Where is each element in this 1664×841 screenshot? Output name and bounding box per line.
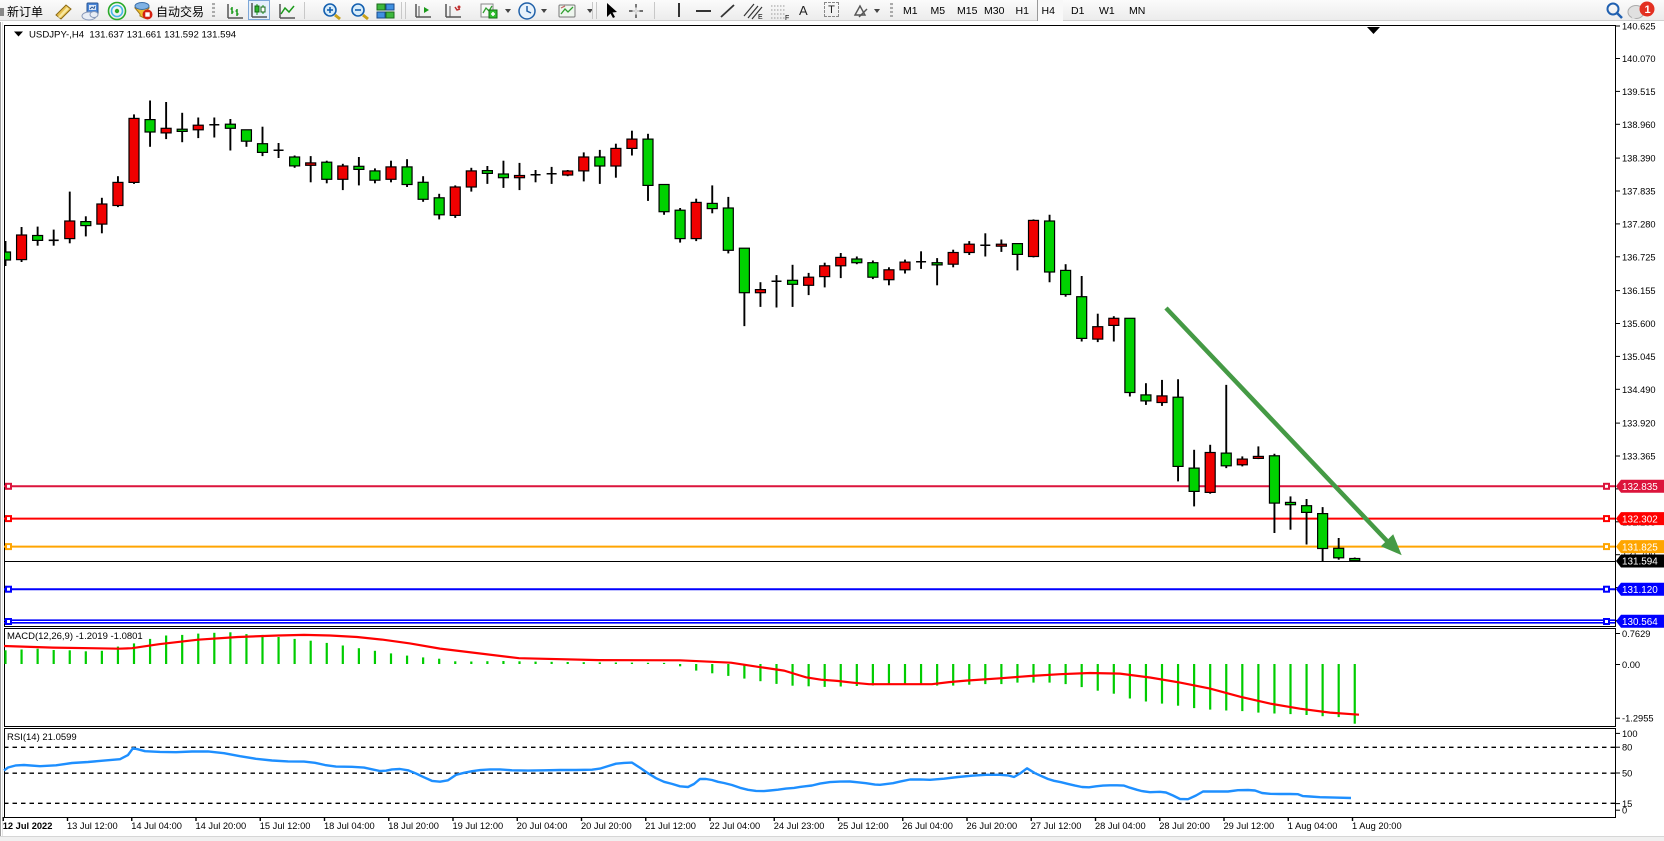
svg-text:24 Jul 23:00: 24 Jul 23:00: [774, 821, 825, 831]
svg-text:134.490: 134.490: [1622, 385, 1656, 395]
svg-text:0: 0: [1622, 806, 1627, 816]
svg-text:F: F: [785, 15, 789, 21]
svg-text:140.625: 140.625: [1622, 22, 1656, 32]
svg-text:22 Jul 04:00: 22 Jul 04:00: [710, 821, 761, 831]
svg-text:131.825: 131.825: [1622, 542, 1658, 553]
svg-text:26 Jul 04:00: 26 Jul 04:00: [902, 821, 953, 831]
svg-text:138.390: 138.390: [1622, 154, 1656, 164]
svg-text:135.600: 135.600: [1622, 319, 1656, 329]
svg-text:135.045: 135.045: [1622, 352, 1656, 362]
svg-text:MACD(12,26,9) -1.2019 -1.0801: MACD(12,26,9) -1.2019 -1.0801: [7, 631, 143, 642]
svg-text:140.070: 140.070: [1622, 54, 1656, 64]
svg-text:18 Jul 20:00: 18 Jul 20:00: [388, 821, 439, 831]
svg-text:100: 100: [1622, 729, 1638, 739]
svg-text:28 Jul 04:00: 28 Jul 04:00: [1095, 821, 1146, 831]
svg-text:80: 80: [1622, 743, 1632, 753]
svg-text:1 Aug 04:00: 1 Aug 04:00: [1288, 821, 1338, 831]
svg-text:25 Jul 12:00: 25 Jul 12:00: [838, 821, 889, 831]
svg-text:USDJPY-,H4 131.637 131.661 13: USDJPY-,H4 131.637 131.661 131.592 131.5…: [29, 30, 237, 41]
svg-text:0.7629: 0.7629: [1622, 629, 1650, 639]
svg-text:137.280: 137.280: [1622, 219, 1656, 229]
svg-text:133.365: 133.365: [1622, 452, 1656, 462]
svg-text:14 Jul 04:00: 14 Jul 04:00: [131, 821, 182, 831]
svg-text:18 Jul 04:00: 18 Jul 04:00: [324, 821, 375, 831]
svg-text:15: 15: [1622, 799, 1632, 809]
svg-text:50: 50: [1622, 769, 1632, 779]
svg-text:14 Jul 20:00: 14 Jul 20:00: [196, 821, 247, 831]
svg-text:20 Jul 20:00: 20 Jul 20:00: [581, 821, 632, 831]
svg-text:E: E: [758, 14, 763, 21]
svg-text:131.120: 131.120: [1622, 585, 1658, 596]
svg-text:-1.2955: -1.2955: [1622, 714, 1654, 724]
svg-text:27 Jul 12:00: 27 Jul 12:00: [1031, 821, 1082, 831]
svg-text:139.515: 139.515: [1622, 87, 1656, 97]
svg-text:0.00: 0.00: [1622, 660, 1640, 670]
svg-text:19 Jul 12:00: 19 Jul 12:00: [453, 821, 504, 831]
svg-text:137.835: 137.835: [1622, 187, 1656, 197]
svg-text:13 Jul 12:00: 13 Jul 12:00: [67, 821, 118, 831]
svg-text:28 Jul 20:00: 28 Jul 20:00: [1159, 821, 1210, 831]
svg-text:132.835: 132.835: [1622, 482, 1658, 493]
svg-text:133.920: 133.920: [1622, 419, 1656, 429]
svg-text:130.564: 130.564: [1622, 617, 1658, 628]
svg-text:136.725: 136.725: [1622, 252, 1656, 262]
svg-text:29 Jul 12:00: 29 Jul 12:00: [1224, 821, 1275, 831]
svg-text:26 Jul 20:00: 26 Jul 20:00: [967, 821, 1018, 831]
svg-text:138.960: 138.960: [1622, 120, 1656, 130]
svg-text:131.594: 131.594: [1622, 557, 1658, 568]
svg-text:132.302: 132.302: [1622, 514, 1658, 525]
svg-text:1 Aug 20:00: 1 Aug 20:00: [1352, 821, 1402, 831]
svg-text:15 Jul 12:00: 15 Jul 12:00: [260, 821, 311, 831]
svg-text:1: 1: [1645, 4, 1651, 16]
svg-text:136.155: 136.155: [1622, 286, 1656, 296]
svg-text:21 Jul 12:00: 21 Jul 12:00: [645, 821, 696, 831]
svg-text:20 Jul 04:00: 20 Jul 04:00: [517, 821, 568, 831]
svg-text:RSI(14) 21.0599: RSI(14) 21.0599: [7, 732, 77, 743]
svg-text:12 Jul 2022: 12 Jul 2022: [3, 821, 53, 831]
